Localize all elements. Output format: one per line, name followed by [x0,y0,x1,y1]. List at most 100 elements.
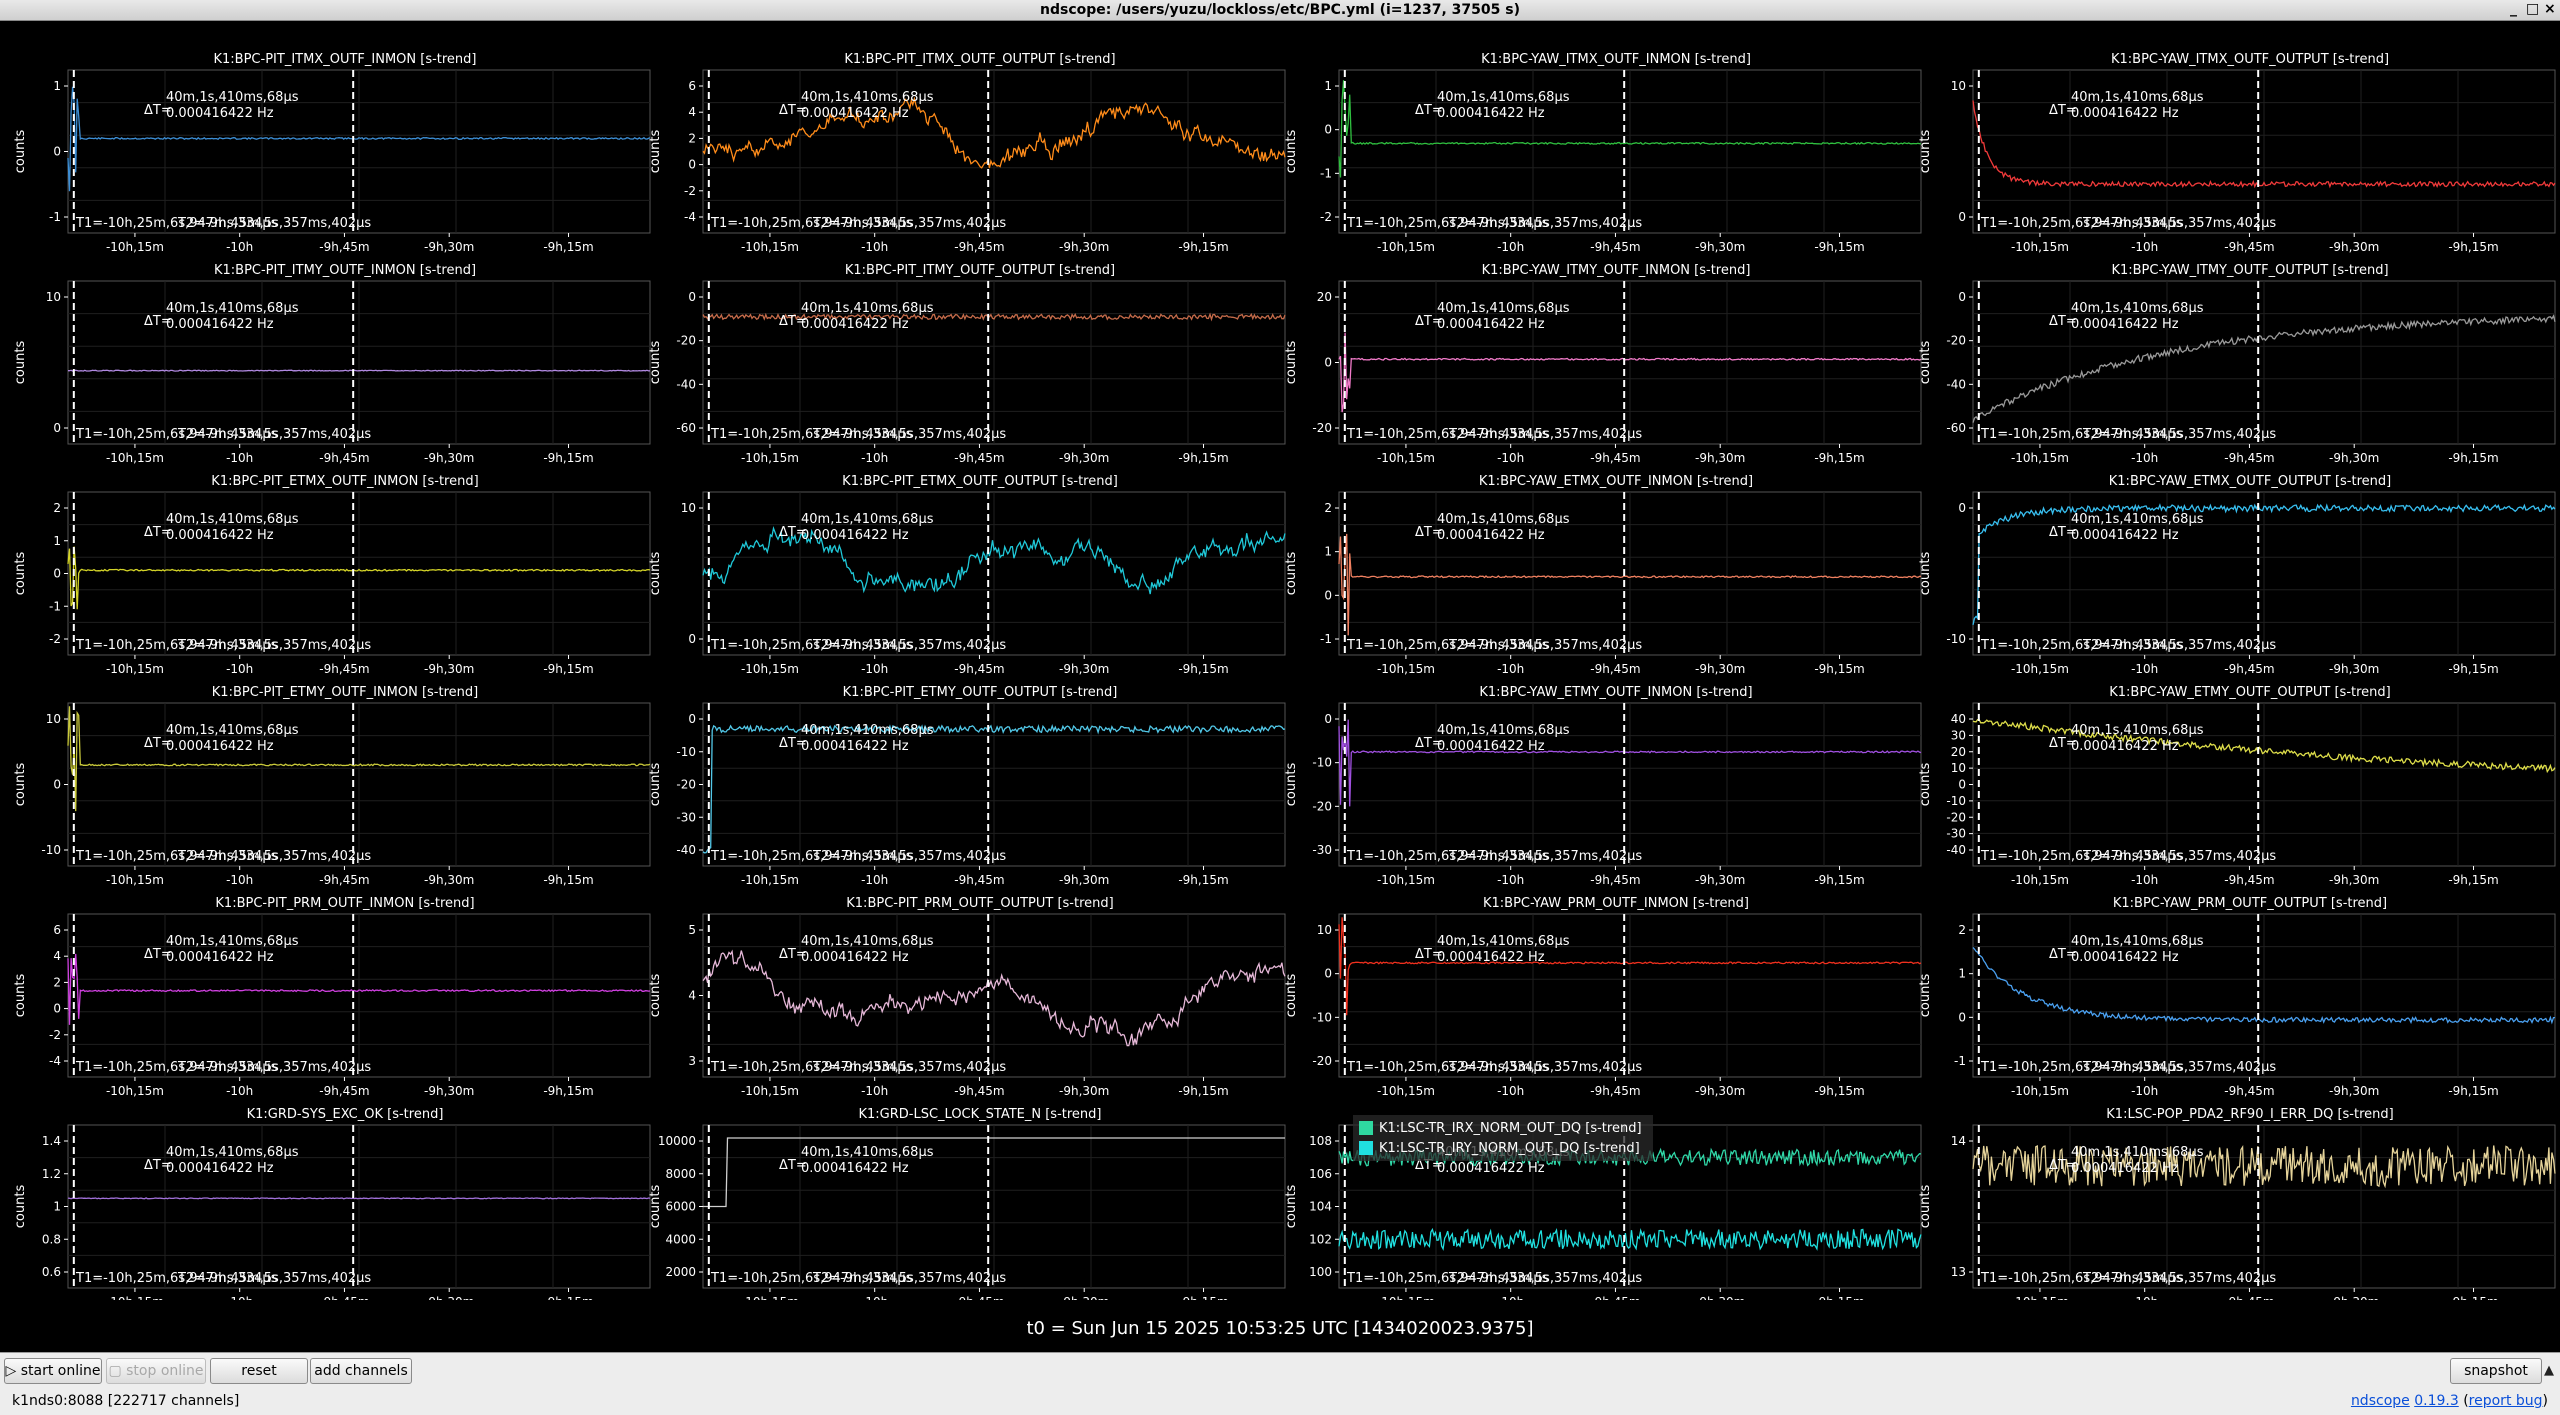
x-tick-label: -10h,15m [2011,873,2069,887]
plot-panel[interactable]: K1:BPC-PIT_ITMX_OUTF_INMON [s-trend] coun… [13,52,651,254]
y-tick-label: 0 [1324,588,1332,602]
x-tick-label: -9h,15m [1178,662,1228,676]
t1-label: T1=-10h,25m,6s,947ms,334μs [75,1060,278,1075]
snapshot-button[interactable]: snapshot [2450,1358,2542,1384]
delta-t-label: ΔT= [779,314,807,329]
x-tick-label: -9h,45m [2224,873,2274,887]
x-tick-label: -9h,45m [1590,451,1640,465]
plot-panel[interactable]: K1:BPC-YAW_ETMY_OUTF_OUTPUT [s-trend] cou… [1918,685,2556,887]
plot-panel[interactable]: K1:BPC-PIT_ETMY_OUTF_OUTPUT [s-trend] cou… [648,685,1286,887]
plot-title: K1:BPC-PIT_ITMX_OUTF_OUTPUT [s-trend] [844,52,1115,67]
plot-panel[interactable]: K1:BPC-YAW_ITMY_OUTF_OUTPUT [s-trend] cou… [1918,263,2556,465]
trace-line [68,369,651,372]
x-tick-label: -9h,30m [2329,873,2379,887]
plot-grid[interactable]: K1:BPC-PIT_ITMX_OUTF_INMON [s-trend] coun… [0,22,2560,1300]
delta-freq: 0.000416422 Hz [1437,739,1545,754]
plot-panel[interactable]: K1:GRD-SYS_EXC_OK [s-trend] counts 1.4 1.2 1… [13,1107,651,1300]
ndscope-link[interactable]: ndscope [2350,1393,2410,1409]
y-tick-label: 10 [46,290,61,304]
delta-t-label: ΔT= [2049,103,2077,118]
y-axis-label: counts [648,341,663,385]
start-online-label: start online [20,1363,101,1379]
close-button[interactable]: × [2544,1,2556,17]
x-tick-label: -9h,30m [1695,1295,1745,1300]
expand-arrow-icon[interactable]: ▲ [2544,1363,2554,1378]
plot-panel[interactable]: K1:BPC-PIT_ETMY_OUTF_INMON [s-trend] coun… [13,685,651,887]
x-tick-label: -10h,15m [2011,240,2069,254]
legend-swatch [1359,1141,1373,1155]
x-tick-label: -10h [2131,1295,2158,1300]
reset-button[interactable]: reset [210,1358,308,1384]
delta-t-value: 40m,1s,410ms,68μs [1437,90,1570,105]
y-tick-label: 1 [1324,79,1332,93]
y-axis-label: counts [1918,1185,1933,1229]
y-tick-label: 10 [681,501,696,515]
plot-panel[interactable]: K1:GRD-LSC_LOCK_STATE_N [s-trend] counts 1… [648,1107,1286,1300]
report-bug-link[interactable]: report bug [2468,1393,2543,1409]
x-tick-label: -10h [2131,873,2158,887]
plot-panel[interactable]: K1:BPC-YAW_ITMY_OUTF_INMON [s-trend] coun… [1284,263,1922,465]
x-tick-label: -9h,30m [424,240,474,254]
plot-panel[interactable]: K1:BPC-PIT_PRM_OUTF_OUTPUT [s-trend] coun… [648,896,1286,1098]
delta-t-value: 40m,1s,410ms,68μs [801,301,934,316]
x-tick-label: -9h,30m [1695,451,1745,465]
y-tick-label: 2000 [665,1265,696,1279]
plot-panel[interactable]: K1:BPC-PIT_ITMY_OUTF_INMON [s-trend] coun… [13,263,651,465]
plot-title: K1:BPC-PIT_ETMY_OUTF_INMON [s-trend] [212,685,478,700]
plot-panel[interactable]: K1:BPC-YAW_ITMX_OUTF_INMON [s-trend] coun… [1284,52,1922,254]
t2-label: T2=-9h,45m,5s,357ms,402μs [177,849,371,864]
delta-t-label: ΔT= [1415,525,1443,540]
x-tick-label: -9h,30m [1695,662,1745,676]
t1-label: T1=-10h,25m,6s,947ms,334μs [75,427,278,442]
stop-online-button: ▢ stop online [106,1358,206,1384]
delta-freq: 0.000416422 Hz [1437,1161,1545,1176]
plot-title: K1:BPC-YAW_ITMX_OUTF_INMON [s-trend] [1481,52,1751,67]
plot-panel[interactable]: K1:BPC-PIT_ITMY_OUTF_OUTPUT [s-trend] cou… [648,263,1286,465]
plot-panel[interactable]: K1:LSC-POP_PDA2_RF90_I_ERR_DQ [s-trend] c… [1918,1107,2556,1300]
y-tick-label: -1 [1320,166,1332,180]
x-tick-label: -10h,15m [741,451,799,465]
minimize-button[interactable]: _ [2510,1,2517,17]
y-tick-label: 4000 [665,1232,696,1246]
y-axis-label: counts [648,974,663,1018]
x-tick-label: -9h,45m [1590,1084,1640,1098]
legend-entry: K1:LSC-TR_IRX_NORM_OUT_DQ [s-trend] [1379,1121,1642,1136]
y-tick-label: -1 [1320,632,1332,646]
delta-freq: 0.000416422 Hz [166,317,274,332]
add-channels-button[interactable]: add channels [310,1358,412,1384]
y-tick-label: 6 [53,923,61,937]
plot-panel[interactable]: K1:BPC-PIT_ITMX_OUTF_OUTPUT [s-trend] cou… [648,52,1286,254]
plot-panel[interactable]: K1:BPC-YAW_ETMX_OUTF_OUTPUT [s-trend] cou… [1918,474,2556,676]
y-tick-label: 30 [1951,728,1966,742]
y-tick-label: -4 [49,1054,61,1068]
x-tick-label: -9h,15m [543,662,593,676]
plot-panel[interactable]: K1:BPC-YAW_ITMX_OUTF_OUTPUT [s-trend] cou… [1918,52,2556,254]
x-tick-label: -10h,15m [106,451,164,465]
y-tick-label: -20 [1312,799,1332,813]
plot-panel[interactable]: counts 108 106 104 102 100 -10h,15m -10h -9h,45m… [1284,1115,1922,1300]
x-tick-label: -9h,45m [1590,1295,1640,1300]
y-axis-label: counts [1918,763,1933,807]
start-online-button[interactable]: ▷ start online [4,1358,102,1384]
version-link[interactable]: 0.19.3 [2414,1393,2459,1409]
x-tick-label: -9h,30m [424,662,474,676]
x-tick-label: -9h,15m [2448,873,2498,887]
plot-panel[interactable]: K1:BPC-PIT_ETMX_OUTF_OUTPUT [s-trend] cou… [648,474,1286,676]
plot-panel[interactable]: K1:BPC-YAW_PRM_OUTF_INMON [s-trend] count… [1284,896,1922,1098]
plot-panel[interactable]: K1:BPC-YAW_PRM_OUTF_OUTPUT [s-trend] coun… [1918,896,2556,1098]
maximize-button[interactable]: □ [2526,1,2540,17]
y-tick-label: -10 [1946,632,1966,646]
plot-panel[interactable]: K1:BPC-YAW_ETMY_OUTF_INMON [s-trend] coun… [1284,685,1922,887]
plot-panel[interactable]: K1:BPC-PIT_PRM_OUTF_INMON [s-trend] count… [13,896,651,1098]
y-axis-label: counts [1284,552,1299,596]
plot-canvas[interactable]: K1:BPC-PIT_ITMX_OUTF_INMON [s-trend] coun… [0,22,2560,1300]
plot-panel[interactable]: K1:BPC-YAW_ETMX_OUTF_INMON [s-trend] coun… [1284,474,1922,676]
y-tick-label: -10 [1312,1010,1332,1024]
trace-line [702,525,1286,595]
y-tick-label: 10000 [658,1134,696,1148]
t1-label: T1=-10h,25m,6s,947ms,334μs [1980,216,2183,231]
delta-freq: 0.000416422 Hz [2071,1161,2179,1176]
x-tick-label: -9h,45m [954,1084,1004,1098]
plot-panel[interactable]: K1:BPC-PIT_ETMX_OUTF_INMON [s-trend] coun… [13,474,651,676]
y-tick-label: -30 [1312,843,1332,857]
